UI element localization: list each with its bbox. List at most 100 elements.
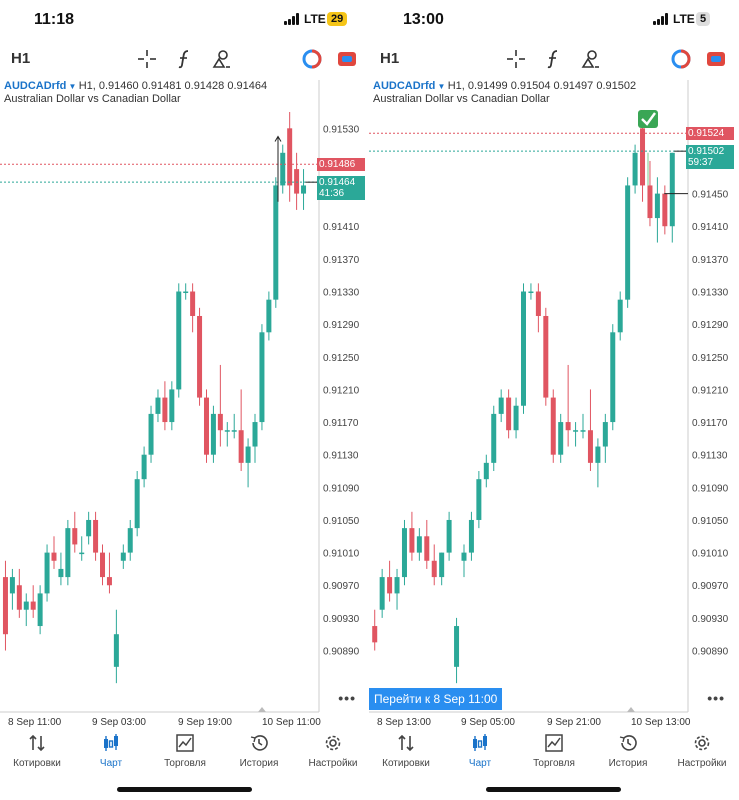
candle-body <box>37 593 43 627</box>
function-icon[interactable] <box>174 48 196 70</box>
quotes-icon <box>398 734 414 752</box>
timeframe-button[interactable]: H1 <box>380 50 400 67</box>
price-chart[interactable]: 0.91450 0.91410 0.91370 0.91330 0.91290 0.912… <box>369 80 739 730</box>
status-bar: 13:00 LTE 5 <box>369 0 739 40</box>
candle-body <box>632 152 638 186</box>
tab-quotes[interactable]: Котировки <box>369 728 443 778</box>
candle-body <box>252 422 258 447</box>
candle-body <box>58 568 64 578</box>
checkmark-icon <box>638 110 658 128</box>
candle-body <box>120 552 126 561</box>
tab-label: Котировки <box>13 758 61 769</box>
candle-body <box>113 634 119 667</box>
tab-history[interactable]: История <box>591 728 665 778</box>
objects-icon[interactable] <box>579 48 601 70</box>
candle-body <box>162 397 168 423</box>
time-tick-label: 9 Sep 21:00 <box>547 717 601 728</box>
candle-body <box>669 152 675 227</box>
tab-trade[interactable]: Торговля <box>148 728 222 778</box>
status-time: 13:00 <box>403 11 444 28</box>
candle-body <box>93 519 99 553</box>
price-tick-label: 0.90930 <box>692 614 729 625</box>
candle-body <box>498 397 504 414</box>
candle-body <box>273 185 279 300</box>
status-bar: 11:18 LTE 29 <box>0 0 370 40</box>
symbol-name[interactable]: AUDCADrfd <box>373 80 436 92</box>
ohlc-values: H1, 0.91499 0.91504 0.91497 0.91502 <box>447 80 637 92</box>
candle-body <box>379 577 385 610</box>
tab-settings[interactable]: Настройки <box>665 728 739 778</box>
more-icon[interactable]: ••• <box>338 690 356 706</box>
candle-body <box>155 397 161 414</box>
candle-body <box>535 291 541 316</box>
more-icon[interactable]: ••• <box>707 690 725 706</box>
trade-icon <box>545 734 563 752</box>
candle-body <box>23 601 29 610</box>
candle-body <box>617 299 623 333</box>
price-tick-label: 0.91370 <box>323 255 360 266</box>
price-tick-label: 0.91130 <box>323 451 359 462</box>
candle-body <box>106 577 112 586</box>
symbol-description: Australian Dollar vs Canadian Dollar <box>373 93 550 105</box>
candle-body <box>483 462 489 480</box>
candle-body <box>513 405 519 431</box>
tab-label: История <box>239 758 279 769</box>
symbol-dropdown-icon[interactable]: ▼ <box>66 82 79 91</box>
price-tick-label: 0.91250 <box>323 353 360 364</box>
tab-quotes[interactable]: Котировки <box>0 728 74 778</box>
symbol-description: Australian Dollar vs Canadian Dollar <box>4 93 181 105</box>
tab-label: История <box>608 758 648 769</box>
chat-icon[interactable] <box>336 48 358 70</box>
tab-chart[interactable]: Чарт <box>74 728 148 778</box>
time-tick-label: 9 Sep 05:00 <box>461 717 515 728</box>
ohlc-values: H1, 0.91460 0.91481 0.91428 0.91464 <box>78 80 268 92</box>
candle-body <box>587 430 593 463</box>
candlestick-chart[interactable]: 0.915300.914500.914100.913700.913300.912… <box>0 80 370 730</box>
account-icon[interactable] <box>301 48 323 70</box>
bid-price: 0.91464 <box>319 177 356 189</box>
candlestick-chart[interactable]: 0.91450 0.91410 0.91370 0.91330 0.91290 0.912… <box>369 80 739 730</box>
tab-trade[interactable]: Торговля <box>517 728 591 778</box>
symbol-dropdown-icon[interactable]: ▼ <box>435 82 448 91</box>
candle-body <box>454 626 460 667</box>
time-tick-label: 10 Sep 13:00 <box>631 717 691 728</box>
bar-timer: 41:36 <box>319 188 345 200</box>
chart-toolbar: H1 <box>369 44 739 74</box>
tab-settings[interactable]: Настройки <box>296 728 370 778</box>
crosshair-icon[interactable] <box>505 48 527 70</box>
price-tick-label: 0.91410 <box>323 222 360 233</box>
settings-icon <box>325 735 341 751</box>
candle-body <box>602 422 608 447</box>
crosshair-icon[interactable] <box>136 48 158 70</box>
candle-body <box>51 552 57 561</box>
objects-icon[interactable] <box>210 48 232 70</box>
tab-chart[interactable]: Чарт <box>443 728 517 778</box>
left-screen: 11:18 LTE 29 H1 0.915300.914500.914100.9… <box>0 0 370 792</box>
price-chart[interactable]: 0.915300.914500.914100.913700.913300.912… <box>0 80 370 730</box>
candle-body <box>280 152 286 186</box>
goto-date-button[interactable]: Перейти к 8 Sep 11:00 <box>369 688 503 710</box>
candle-body <box>197 315 203 398</box>
candle-body <box>528 291 534 294</box>
candle-body <box>203 397 209 455</box>
price-tick-label: 0.90970 <box>323 581 360 592</box>
candle-body <box>580 430 586 432</box>
time-tick-label: 9 Sep 03:00 <box>92 717 146 728</box>
symbol-name[interactable]: AUDCADrfd <box>4 80 67 92</box>
time-tick-label: 10 Sep 11:00 <box>262 717 321 728</box>
price-tick-label: 0.91170 <box>692 418 728 429</box>
account-icon[interactable] <box>670 48 692 70</box>
network-type: LTE <box>304 12 326 26</box>
function-icon[interactable] <box>543 48 565 70</box>
candle-body <box>521 291 526 406</box>
candle-body <box>79 552 85 555</box>
price-tick-label: 0.91050 <box>692 516 729 527</box>
candle-body <box>190 291 196 316</box>
candle-body <box>394 577 400 594</box>
price-tick-label: 0.91290 <box>323 320 360 331</box>
tab-history[interactable]: История <box>222 728 296 778</box>
chat-icon[interactable] <box>705 48 727 70</box>
timeframe-button[interactable]: H1 <box>11 50 31 67</box>
candle-body <box>387 577 393 594</box>
time-tick-label: 8 Sep 11:00 <box>8 717 62 728</box>
